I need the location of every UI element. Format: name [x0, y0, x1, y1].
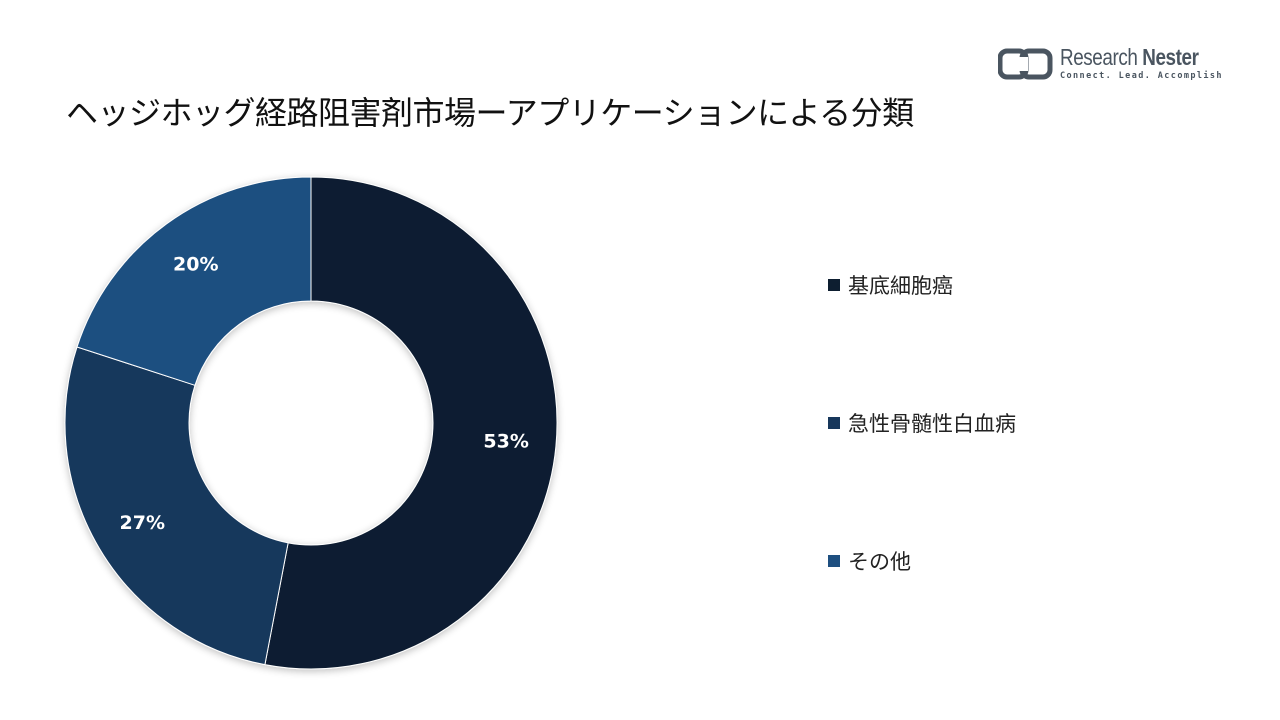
logo-name-bold: Nester	[1142, 44, 1199, 70]
legend-label-2: 急性骨髄性白血病	[848, 412, 1016, 436]
legend-label-3: その他	[848, 550, 911, 574]
research-nester-logo-icon	[998, 48, 1053, 80]
legend-swatch-2	[828, 417, 840, 429]
donut-slice-2	[64, 346, 289, 666]
chart-title: ヘッジホッグ経路阻害剤市場ーアプリケーションによる分類	[66, 94, 914, 132]
logo-name-light: Research	[1060, 44, 1138, 70]
donut-slices	[64, 176, 558, 670]
legend-item-2: 急性骨髄性白血病	[828, 409, 1016, 437]
donut-slice-3	[76, 176, 312, 386]
legend-item-1: 基底細胞癌	[828, 271, 953, 299]
logo-tagline: Connect. Lead. Accomplish	[1060, 71, 1223, 81]
slice-value-label-3: 20%	[173, 253, 218, 275]
slice-value-label-2: 27%	[120, 512, 165, 534]
donut-slice-1	[264, 176, 558, 670]
logo-name: Research Nester	[1060, 44, 1199, 71]
slice-value-label-1: 53%	[483, 430, 528, 452]
legend-swatch-1	[828, 279, 840, 291]
legend-swatch-3	[828, 555, 840, 567]
legend-label-1: 基底細胞癌	[848, 274, 953, 298]
brand-logo: Research Nester Connect. Lead. Accomplis…	[998, 44, 1228, 84]
legend-item-3: その他	[828, 547, 911, 575]
